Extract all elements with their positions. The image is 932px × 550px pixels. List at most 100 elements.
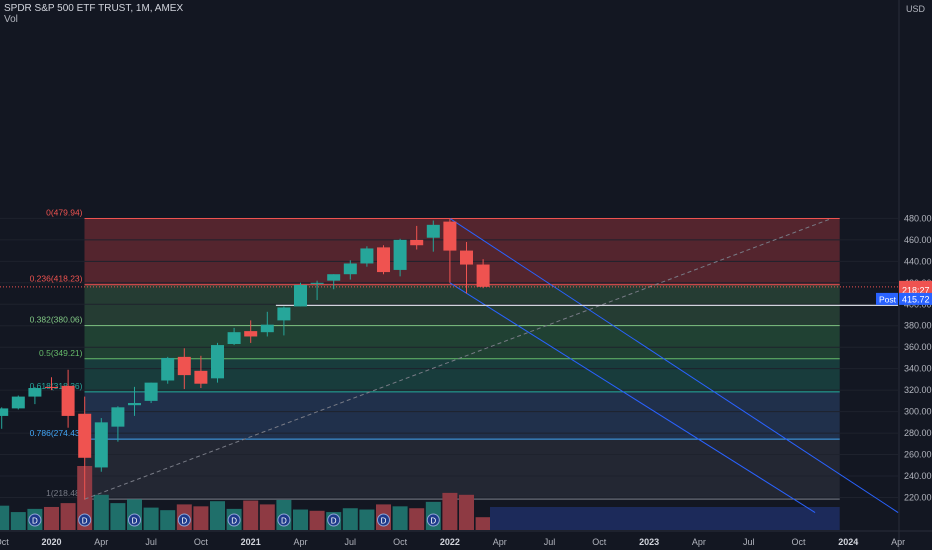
dividend-marker-label: D [132, 517, 138, 526]
time-tick-label: Apr [293, 537, 307, 547]
price-label-text: 415.72 [902, 294, 930, 304]
candle-body [443, 221, 457, 251]
candle-body [227, 332, 241, 344]
trend-lines[interactable] [0, 217, 899, 513]
volume-legend: Vol [4, 14, 18, 25]
candle-body [343, 263, 357, 275]
candle-body [426, 224, 440, 238]
dividend-marker[interactable] [327, 513, 341, 527]
volume-bar [44, 506, 59, 530]
price-tick-label: 220.00 [904, 493, 932, 503]
fib-level-label: 0(479.94) [46, 207, 83, 217]
candle-body [11, 396, 25, 409]
dividend-marker[interactable] [28, 513, 42, 527]
dividend-marker-label: D [381, 517, 387, 526]
time-tick-label: Oct [791, 537, 806, 547]
price-tick-label: 340.00 [904, 364, 932, 374]
price-tick-label: 460.00 [904, 235, 932, 245]
time-tick-label: Apr [692, 537, 706, 547]
candle-body [78, 413, 92, 458]
candle-body [294, 284, 307, 307]
time-tick-label: Apr [493, 537, 507, 547]
candle-body [45, 386, 58, 389]
time-axis[interactable]: Oct 2020 Apr Jul Oct 2021 Apr Jul Oct 2022 Apr Jul O… [0, 530, 932, 547]
price-tick-label: 380.00 [904, 321, 932, 331]
volume-bar [10, 512, 26, 530]
price-label-tag [899, 283, 932, 296]
volume-bar [60, 503, 76, 530]
dividend-marker[interactable] [277, 513, 291, 527]
dividend-marker-label: D [281, 517, 287, 526]
dividend-marker-label: D [181, 517, 187, 526]
price-tick-label: 320.00 [904, 385, 932, 395]
time-tick-label: 2023 [639, 537, 659, 547]
candle-body [111, 407, 125, 427]
dividend-marker[interactable] [426, 513, 440, 527]
dividend-marker[interactable] [227, 513, 241, 527]
symbol-title[interactable]: SPDR S&P 500 ETF TRUST, 1M, AMEX [4, 3, 184, 14]
price-tick-label: 280.00 [904, 428, 932, 438]
candle-body [144, 382, 158, 401]
time-tick-label: Jul [743, 537, 755, 547]
candle-body [260, 324, 274, 333]
dividend-marker[interactable] [78, 513, 92, 527]
volume-bar [342, 508, 358, 530]
volume-bar [259, 504, 275, 530]
dividend-marker-label: D [430, 517, 436, 526]
volume-bar [210, 501, 225, 530]
dividend-marker-label: D [231, 517, 237, 526]
fib-level-label: 0.5(349.21) [39, 348, 83, 358]
volume-bar [359, 509, 375, 530]
price-tick-label: 440.00 [904, 256, 932, 266]
volume-bar [442, 492, 458, 530]
fib-level-label: 0.786(274.43) [30, 428, 83, 438]
dividend-marker-label: D [32, 517, 38, 526]
time-tick-label: 2020 [41, 537, 61, 547]
volume-bar [193, 506, 209, 530]
volume-bar [160, 510, 176, 530]
candle-body [177, 356, 191, 376]
fib-level-label: 0.236(418.23) [30, 274, 83, 284]
dividend-marker[interactable] [177, 513, 191, 527]
candle-body [0, 408, 9, 416]
price-tick-label: 480.00 [904, 213, 932, 223]
trend-line[interactable] [449, 218, 899, 513]
fib-level-label: 0.618(318.36) [30, 381, 83, 391]
time-tick-label: Oct [0, 537, 9, 547]
candle-body [460, 250, 473, 265]
candle-body [327, 274, 341, 281]
price-tick-label: 360.00 [904, 342, 932, 352]
currency-label: USD [906, 4, 926, 14]
price-axis-bg [899, 0, 932, 550]
fib-zone [84, 325, 840, 359]
fib-levels: 0(479.94) 0.236(418.23) 0.382(380.06) 0.5(3… [30, 207, 840, 500]
candle-body [194, 370, 208, 384]
volume-bar [243, 500, 259, 530]
candle-body [211, 345, 224, 379]
price-axis[interactable]: 220.00 240.00 260.00 280.00 300.00 320.00 340.… [876, 0, 932, 550]
volume-bar [293, 509, 308, 530]
price-tick-label: 300.00 [904, 407, 932, 417]
volume-bar [392, 506, 408, 530]
candle-body [244, 331, 258, 337]
candle-body [61, 385, 75, 416]
candle-body [277, 307, 291, 321]
fib-zone [84, 391, 840, 440]
candle-body [410, 239, 424, 246]
time-tick-label: 2021 [241, 537, 261, 547]
time-tick-label: Apr [94, 537, 108, 547]
volume-projection [490, 507, 840, 530]
trend-line[interactable] [449, 282, 816, 513]
price-tick-label: 260.00 [904, 450, 932, 460]
candle-body [94, 422, 108, 468]
candle-body [128, 403, 141, 406]
time-tick-label: Oct [393, 537, 408, 547]
dividend-marker[interactable] [128, 513, 141, 527]
candle-body [377, 247, 390, 273]
ray-label-text: Post [879, 294, 897, 304]
time-tick-label: Jul [544, 537, 556, 547]
dividend-marker[interactable] [377, 513, 390, 527]
volume-bar [110, 503, 126, 530]
